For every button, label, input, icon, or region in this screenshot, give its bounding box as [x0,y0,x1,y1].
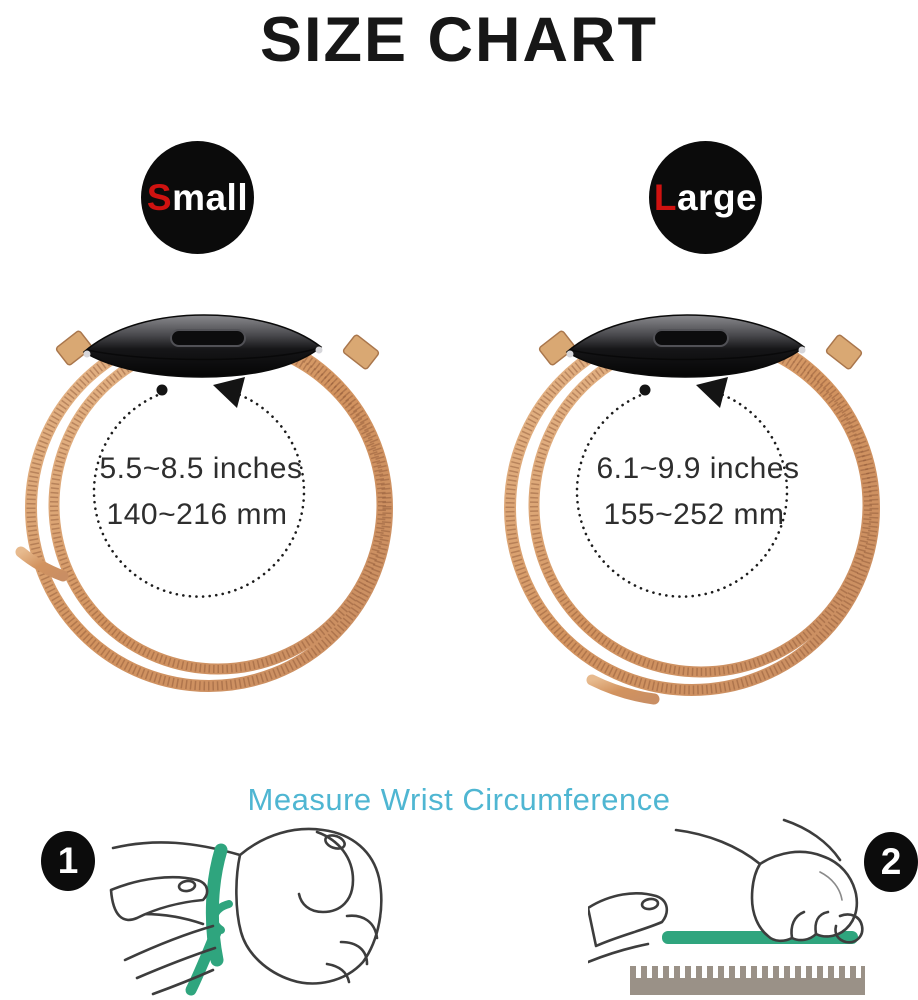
size-range-inches: 6.1~9.9 inches [597,452,800,485]
circular-arrow-icon [575,377,789,598]
case-button-slot [653,329,729,347]
size-range-mm: 155~252 mm [604,498,785,531]
watch-band-illustration-small: 5.5~8.5 inches 140~216 mm [15,314,393,692]
step-1-number: 1 [57,840,79,881]
ruler [630,966,865,995]
band-lug-connectors [55,330,380,370]
band-lug-connectors [538,330,863,370]
step-1-badge: 1 [41,831,95,891]
band-pin-right [798,346,806,354]
palm-shading [819,871,843,901]
band-end-tail [15,546,69,582]
band-pin-right [315,346,323,354]
pressing-thumb [834,913,864,944]
right-arm-line [674,828,762,866]
watch-band-illustration-large: 6.1~9.9 inches 155~252 mm [504,314,880,705]
watch-case [565,314,806,378]
measure-heading: Measure Wrist Circumference [247,782,671,817]
band-pin-left [83,350,91,358]
size-badge-small-initial: S [146,176,173,218]
fist [235,827,383,985]
size-badge-large-initial: L [653,176,677,218]
size-badge-small-rest: mall [172,176,249,218]
pinching-finger-line [123,924,215,962]
band-pin-left [566,350,574,358]
size-badge-large-rest: arge [676,176,758,218]
band-end-tail [586,674,660,705]
case-button-slot [170,329,246,347]
green-measuring-band [185,843,233,996]
pinching-thumb-nail [177,879,197,893]
finger-crease [339,940,369,966]
size-range-inches: 5.5~8.5 inches [100,452,303,485]
page-title: SIZE CHART [260,5,658,75]
measure-band-on-ruler-illustration [588,818,865,995]
finger-separation [814,910,830,936]
pinching-finger-line [135,946,217,980]
right-arm-line [782,818,842,862]
pinching-thumb [109,875,209,922]
circular-arrow-icon [92,377,306,598]
wrap-band-around-wrist-illustration [109,827,383,996]
step-2-number: 2 [880,841,902,882]
watch-case [82,314,323,378]
step-2-badge: 2 [864,832,918,892]
thumb-nail [324,834,346,850]
holding-finger-line [588,942,650,964]
finger-crease [325,962,351,984]
finger-separation [790,910,806,940]
finger-crease [345,914,379,940]
size-range-mm: 140~216 mm [107,498,288,531]
holding-thumb [588,892,669,948]
pinching-finger-line [151,968,215,996]
holding-thumb-nail [640,897,660,911]
